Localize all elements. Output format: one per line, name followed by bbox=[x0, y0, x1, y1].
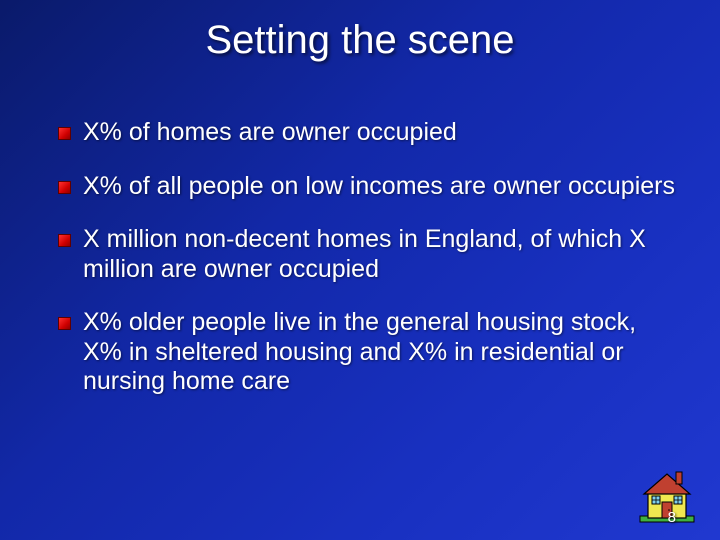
bullet-icon bbox=[58, 234, 71, 247]
bullet-text: X% of all people on low incomes are owne… bbox=[83, 172, 680, 202]
slide: Setting the scene X% of homes are owner … bbox=[0, 0, 720, 540]
bullet-text: X% older people live in the general hous… bbox=[83, 308, 680, 397]
bullet-icon bbox=[58, 127, 71, 140]
page-number: 8 bbox=[668, 509, 676, 526]
bullet-text: X million non-decent homes in England, o… bbox=[83, 225, 680, 284]
bullet-icon bbox=[58, 181, 71, 194]
slide-title: Setting the scene bbox=[0, 18, 720, 63]
list-item: X million non-decent homes in England, o… bbox=[58, 225, 680, 284]
bullet-list: X% of homes are owner occupied X% of all… bbox=[58, 118, 680, 421]
list-item: X% of all people on low incomes are owne… bbox=[58, 172, 680, 202]
list-item: X% older people live in the general hous… bbox=[58, 308, 680, 397]
list-item: X% of homes are owner occupied bbox=[58, 118, 680, 148]
bullet-text: X% of homes are owner occupied bbox=[83, 118, 680, 148]
bullet-icon bbox=[58, 317, 71, 330]
